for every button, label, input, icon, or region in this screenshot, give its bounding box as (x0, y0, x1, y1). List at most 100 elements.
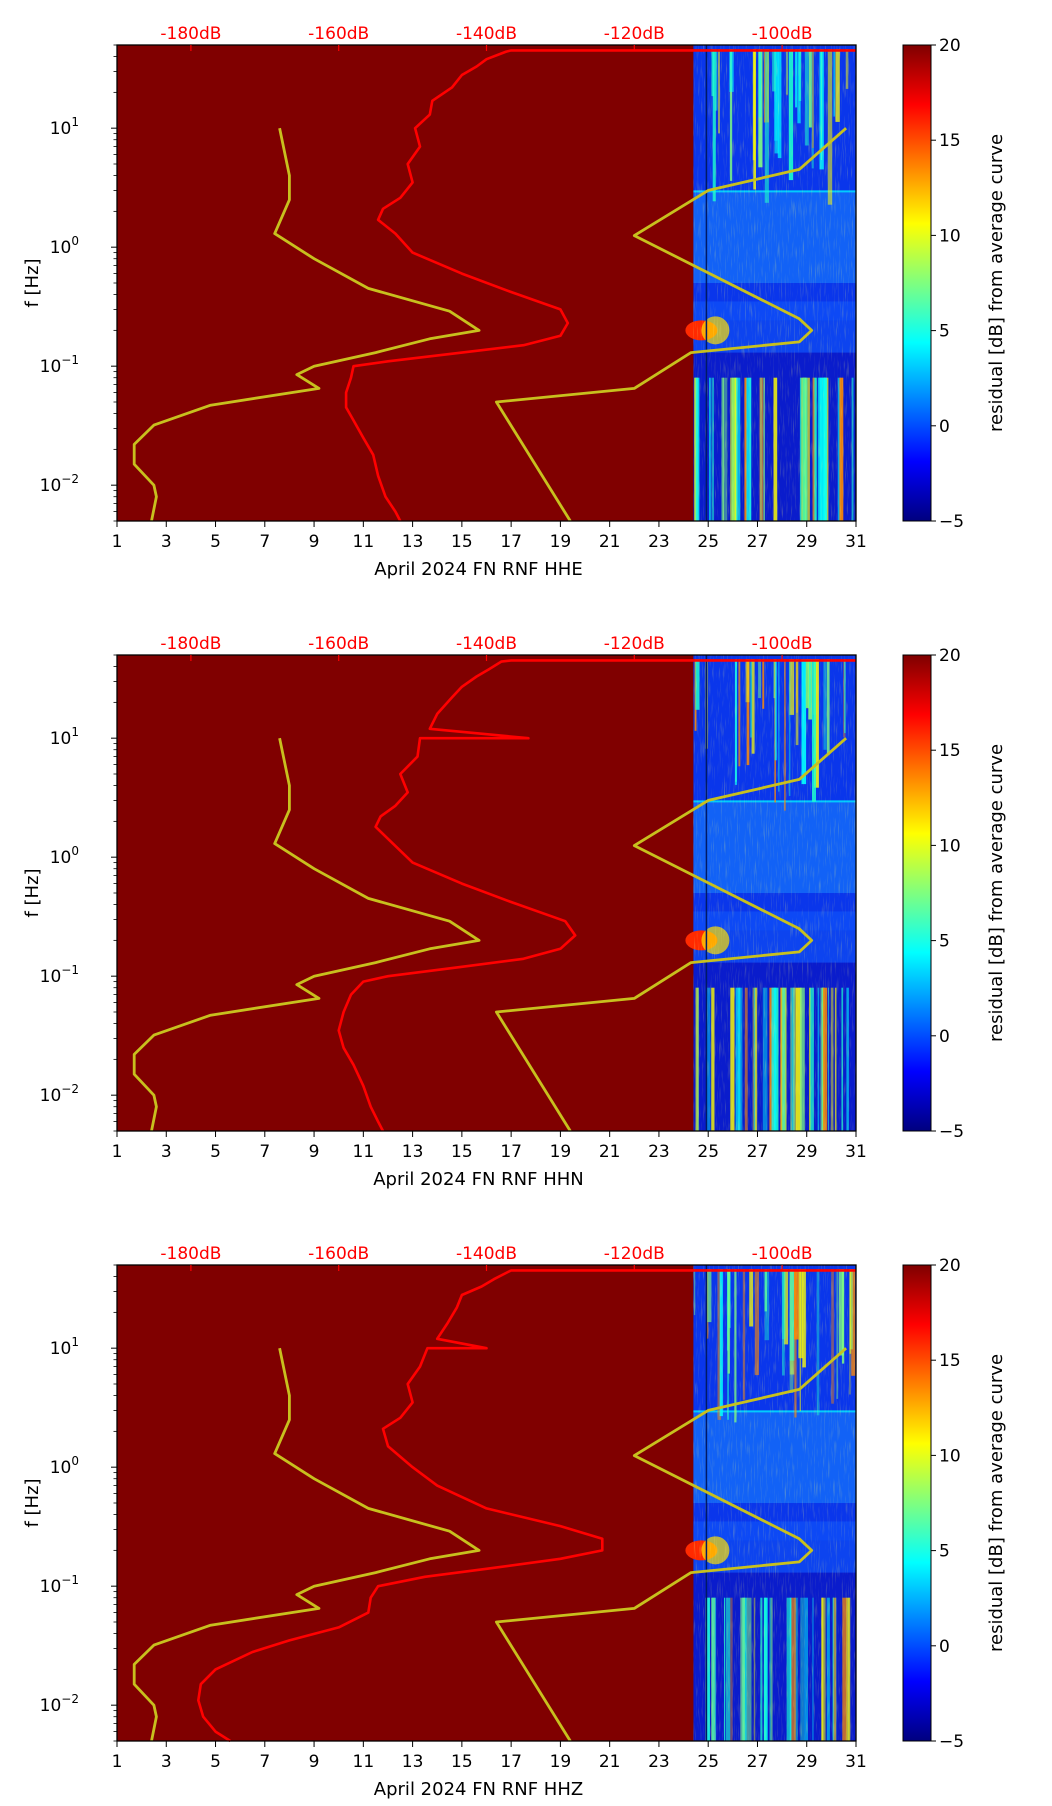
spectrogram-grain (693, 655, 856, 1131)
spectrogram-region (685, 45, 856, 521)
y-tick-exponent: 1 (71, 725, 79, 739)
x-tick-label: 31 (845, 1752, 867, 1772)
x-tick-label: 27 (747, 1142, 769, 1162)
x-tick-label: 25 (697, 1142, 719, 1162)
top-db-label: -120dB (604, 24, 665, 44)
y-tick-label: 100 (50, 234, 79, 258)
x-tick-label: 9 (309, 532, 320, 552)
colorbar-tick-label: 20 (939, 646, 961, 666)
spectrogram-grain (693, 45, 856, 521)
x-tick-label: 7 (259, 532, 270, 552)
colorbar-label: residual [dB] from average curve (986, 744, 1007, 1042)
x-tick-label: 31 (845, 532, 867, 552)
y-tick-label: 10−2 (40, 1692, 79, 1716)
noise-model-low-curve (132, 737, 481, 1132)
x-tick-label: 19 (550, 532, 572, 552)
x-tick-label: 13 (402, 1142, 424, 1162)
spectrogram-region (685, 655, 856, 1131)
top-db-label: -160dB (308, 1244, 369, 1264)
y-tick-exponent: −2 (61, 472, 79, 486)
x-tick-label: 17 (500, 1142, 522, 1162)
colorbar-tick-label: 15 (939, 1351, 961, 1371)
y-tick-base: 10 (40, 357, 62, 377)
y-tick-base: 10 (50, 1339, 72, 1359)
y-tick-base: 10 (40, 1086, 62, 1106)
x-tick-label: 13 (402, 1752, 424, 1772)
colorbar-tick-label: 0 (939, 1027, 950, 1047)
x-tick-label: 9 (309, 1752, 320, 1772)
y-tick-exponent: 1 (71, 1335, 79, 1349)
x-tick-label: 3 (161, 1752, 172, 1772)
colorbar-tick-label: 10 (939, 1446, 961, 1466)
x-tick-label: 1 (112, 1752, 123, 1772)
y-axis-label: f [Hz] (22, 1478, 43, 1527)
x-tick-label: 15 (451, 532, 473, 552)
colorbar-label: residual [dB] from average curve (986, 134, 1007, 432)
colorbar (902, 654, 932, 1132)
colorbar-label: residual [dB] from average curve (986, 1354, 1007, 1652)
x-tick-label: 9 (309, 1142, 320, 1162)
x-tick-label: 13 (402, 532, 424, 552)
y-tick-exponent: −2 (61, 1082, 79, 1096)
x-tick-label: 29 (796, 1142, 818, 1162)
y-tick-exponent: 0 (71, 1454, 79, 1468)
psd-median-curve (197, 1269, 856, 1743)
top-db-label: -180dB (160, 24, 221, 44)
x-tick-label: 21 (599, 532, 621, 552)
x-tick-label: 19 (550, 1752, 572, 1772)
x-tick-label: 15 (451, 1142, 473, 1162)
x-tick-label: 31 (845, 1142, 867, 1162)
y-tick-label: 10−1 (40, 963, 79, 987)
y-tick-label: 100 (50, 844, 79, 868)
x-tick-label: 17 (500, 1752, 522, 1772)
y-tick-label: 100 (50, 1454, 79, 1478)
y-tick-label: 101 (50, 115, 79, 139)
x-tick-label: 5 (210, 1752, 221, 1772)
top-db-label: -100dB (752, 1244, 813, 1264)
noise-model-high-curve (494, 127, 848, 522)
y-tick-exponent: 1 (71, 115, 79, 129)
spectrogram-grain (693, 1265, 856, 1741)
y-tick-label: 10−1 (40, 353, 79, 377)
x-tick-label: 11 (353, 532, 375, 552)
top-db-label: -140dB (456, 24, 517, 44)
x-tick-label: 23 (648, 1142, 670, 1162)
colorbar-tick-label: 0 (939, 417, 950, 437)
y-tick-label: 101 (50, 725, 79, 749)
y-tick-exponent: −1 (61, 353, 79, 367)
colorbar-tick-label: 0 (939, 1637, 950, 1657)
y-tick-label: 10−2 (40, 472, 79, 496)
colorbar-tick-label: 15 (939, 131, 961, 151)
x-tick-label: 3 (161, 532, 172, 552)
colorbar-tick-label: −5 (939, 1732, 964, 1752)
x-tick-label: 11 (353, 1142, 375, 1162)
colorbar-tick-label: 10 (939, 226, 961, 246)
x-tick-label: 17 (500, 532, 522, 552)
spectrogram-region (685, 1265, 856, 1741)
colorbar-tick-label: −5 (939, 512, 964, 532)
colorbar-tick-label: 20 (939, 36, 961, 56)
top-db-label: -140dB (456, 1244, 517, 1264)
y-tick-exponent: 0 (71, 234, 79, 248)
x-tick-label: 29 (796, 532, 818, 552)
x-tick-label: 15 (451, 1752, 473, 1772)
y-tick-base: 10 (40, 1577, 62, 1597)
top-db-label: -180dB (160, 1244, 221, 1264)
y-tick-base: 10 (50, 848, 72, 868)
noise-model-high-curve (494, 737, 848, 1132)
top-db-label: -100dB (752, 24, 813, 44)
y-tick-base: 10 (50, 729, 72, 749)
colorbar-tick-label: −5 (939, 1122, 964, 1142)
y-tick-label: 10−1 (40, 1573, 79, 1597)
top-db-label: -100dB (752, 634, 813, 654)
psd-median-curve (344, 49, 856, 522)
y-axis-label: f [Hz] (22, 868, 43, 917)
top-db-label: -140dB (456, 634, 517, 654)
colorbar-tick-label: 5 (939, 932, 950, 952)
top-db-label: -180dB (160, 634, 221, 654)
colorbar-tick-label: 10 (939, 836, 961, 856)
x-tick-label: 5 (210, 1142, 221, 1162)
